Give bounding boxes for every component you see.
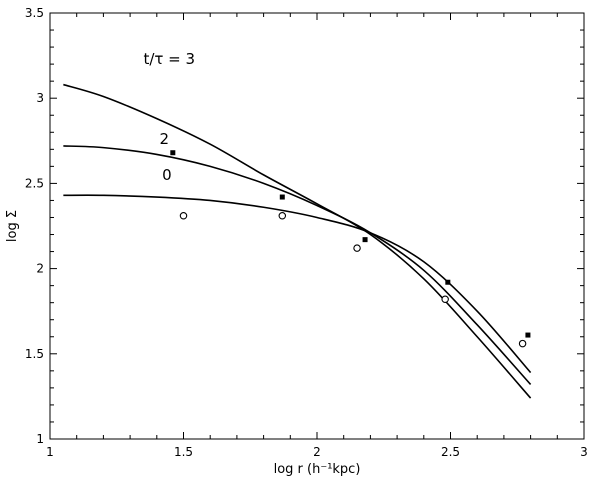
tick-labels: 1 1.5 2 2.5 3 1 1.5 2 2.5 3 3.5 [25, 6, 588, 459]
curve-label-0: 0 [162, 166, 172, 184]
x-axis-label: log r (h⁻¹kpc) [274, 462, 361, 477]
plot-frame [49, 12, 585, 440]
y-axis-label: log Σ [5, 210, 20, 242]
curve-0 [63, 194, 532, 374]
y-tick-label: 3 [36, 91, 44, 105]
curve-annotations: t/τ = 3 2 0 [143, 50, 195, 184]
data-markers [170, 150, 531, 348]
circle-marker [179, 212, 188, 220]
axis-ticks [49, 12, 585, 440]
y-tick-label: 2.5 [25, 176, 44, 190]
x-tick-label: 1 [46, 445, 54, 459]
circle-marker [518, 339, 527, 348]
curve-label-t-3: t/τ = 3 [143, 50, 195, 68]
y-tick-label: 2 [36, 262, 44, 276]
curve-label-2: 2 [159, 130, 169, 148]
y-tick-label: 1 [36, 432, 44, 446]
circle-marker [353, 244, 361, 252]
series-curves [63, 83, 532, 399]
square-marker [170, 150, 176, 156]
square-marker [525, 332, 531, 338]
x-tick-label: 2 [313, 445, 321, 459]
x-tick-label: 1.5 [174, 445, 193, 459]
x-tick-label: 3 [580, 445, 588, 459]
y-tick-label: 3.5 [25, 6, 44, 20]
curve-2 [63, 145, 532, 386]
square-marker [445, 279, 451, 285]
square-marker [362, 237, 368, 243]
curve-t-3 [63, 83, 532, 399]
x-tick-label: 2.5 [441, 445, 460, 459]
circle-marker [278, 212, 287, 220]
y-tick-label: 1.5 [25, 347, 44, 361]
circle-marker [441, 295, 449, 304]
square-marker [279, 194, 285, 200]
